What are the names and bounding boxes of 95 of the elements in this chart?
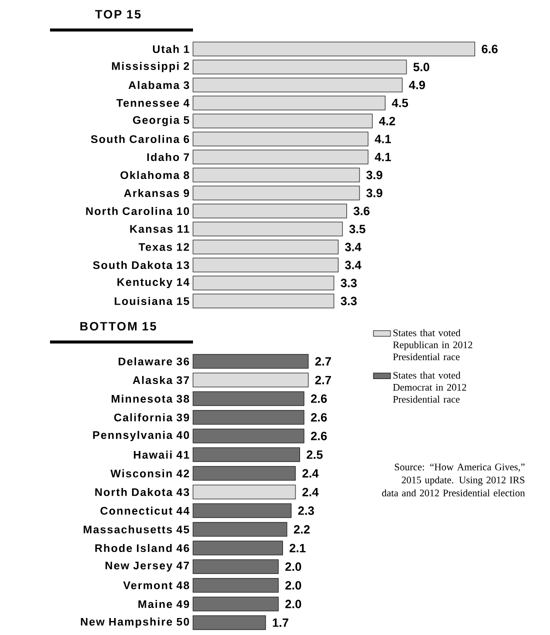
bar	[192, 114, 373, 128]
bar	[192, 540, 283, 556]
y-tick-label: Wisconsin 42	[110, 469, 190, 478]
bar	[192, 372, 309, 388]
data-label: 2.7	[315, 376, 331, 384]
data-label: 2.0	[285, 600, 302, 608]
y-tick-label: Pennsylvania 40	[93, 430, 189, 442]
legend-label: States that voted Republican in 2012 Presidential race	[393, 329, 472, 360]
y-tick-label: Kansas 11	[130, 225, 190, 233]
bar	[192, 132, 368, 146]
bar	[192, 447, 300, 462]
data-label: 3.3	[340, 278, 357, 288]
y-tick-label: Arkansas 9	[124, 188, 190, 198]
bar	[192, 294, 334, 308]
data-label: 5.0	[413, 62, 430, 72]
bar	[192, 240, 338, 254]
y-tick-label: Louisiana 15	[114, 296, 190, 306]
y-tick-label: Rhode Island 46	[95, 544, 190, 552]
chart-title: BOTTOM 15	[80, 322, 156, 330]
y-tick-label: California 39	[114, 413, 190, 422]
data-label: 2.4	[302, 469, 319, 478]
data-label: 3.9	[366, 188, 382, 198]
y-tick-label: Georgia 5	[133, 116, 190, 126]
bar	[192, 258, 338, 272]
data-label: 2.6	[310, 394, 327, 403]
data-label: 2.0	[285, 562, 302, 571]
y-tick-label: Idaho 7	[147, 152, 189, 162]
bar	[192, 484, 296, 500]
bar	[192, 522, 288, 537]
y-tick-label: North Dakota 43	[95, 488, 190, 496]
data-label: 3.6	[354, 206, 370, 216]
y-tick-label: Texas 12	[138, 243, 190, 251]
data-label: 2.6	[310, 432, 327, 440]
y-tick-label: Alaska 37	[132, 376, 189, 384]
y-tick-label: Tennessee 4	[116, 99, 190, 107]
data-label: 6.6	[482, 44, 498, 54]
bar	[192, 204, 347, 218]
bar	[192, 222, 343, 236]
data-label: 4.9	[408, 80, 425, 90]
data-label: 4.5	[392, 98, 408, 108]
source-note: Source: “How America Gives,” 2015 update. Using 2012 IRS data and 2012 Presidential election	[382, 464, 525, 496]
bar	[192, 503, 292, 518]
data-label: 2.6	[310, 413, 327, 422]
y-tick-label: Maine 49	[138, 600, 190, 608]
bar	[192, 615, 266, 630]
bar	[192, 559, 279, 574]
data-label: 2.7	[315, 357, 331, 366]
y-tick-label: Utah 1	[152, 44, 190, 54]
bar	[192, 391, 304, 406]
data-label: 3.4	[344, 242, 362, 252]
y-tick-label: Vermont 48	[123, 581, 190, 590]
legend-label: States that voted Democrat in 2012 Presidential race	[393, 372, 466, 403]
bar	[192, 186, 360, 200]
bar	[192, 596, 279, 612]
bar	[192, 168, 360, 182]
bar	[192, 578, 279, 593]
bar	[192, 276, 334, 290]
data-label: 2.0	[285, 581, 302, 590]
y-tick-label: North Carolina 10	[86, 206, 189, 216]
bar	[192, 60, 407, 74]
y-tick-label: Kentucky 14	[117, 278, 190, 288]
y-tick-label: Mississippi 2	[112, 62, 190, 72]
data-label: 3.9	[366, 170, 382, 180]
bar	[192, 410, 304, 425]
data-label: 3.5	[349, 224, 366, 234]
data-label: 4.1	[374, 134, 391, 144]
data-label: 2.1	[290, 544, 306, 552]
data-label: 2.3	[298, 506, 314, 515]
y-tick-label: Hawaii 41	[134, 450, 190, 459]
y-tick-label: Massachusetts 45	[84, 525, 190, 534]
data-label: 1.7	[272, 618, 288, 627]
y-tick-label: South Carolina 6	[90, 134, 190, 144]
y-tick-label: South Dakota 13	[93, 260, 190, 270]
y-tick-label: Connecticut 44	[100, 506, 190, 515]
data-label: 2.5	[306, 450, 323, 459]
bar	[192, 78, 402, 92]
bar	[192, 96, 386, 110]
bar	[192, 354, 309, 369]
y-tick-label: Alabama 3	[128, 80, 190, 90]
data-label: 3.3	[340, 296, 357, 306]
bar	[192, 428, 304, 444]
chart-title: TOP 15	[95, 10, 141, 18]
data-label: 4.2	[379, 116, 396, 126]
data-label: 4.1	[374, 152, 391, 162]
data-label: 2.4	[302, 488, 319, 496]
y-tick-label: New Hampshire 50	[80, 618, 189, 628]
bar	[192, 42, 476, 56]
data-label: 3.4	[344, 260, 362, 270]
y-tick-label: Minnesota 38	[112, 394, 190, 403]
data-label: 2.2	[294, 525, 310, 534]
y-tick-label: Delaware 36	[118, 357, 190, 366]
bar	[192, 466, 296, 481]
y-tick-label: New Jersey 47	[106, 562, 189, 572]
y-tick-label: Oklahoma 8	[120, 170, 190, 180]
bar	[192, 150, 368, 164]
